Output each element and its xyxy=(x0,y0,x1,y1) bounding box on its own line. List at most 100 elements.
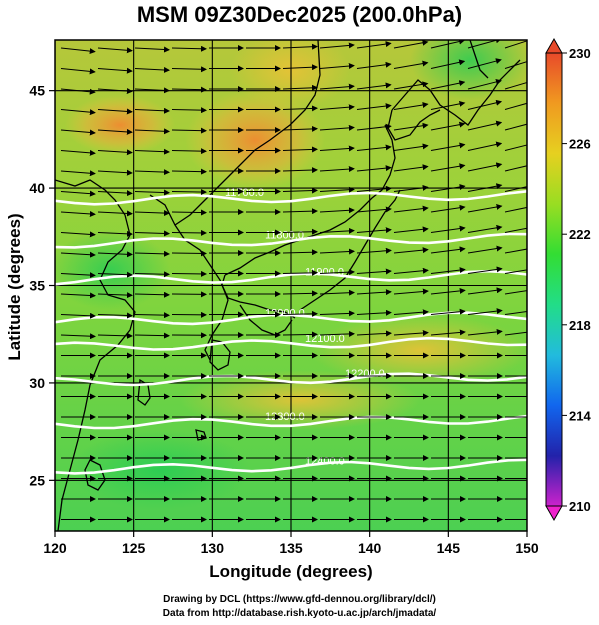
x-tick-label: 130 xyxy=(201,540,225,556)
wind-arrow xyxy=(97,47,133,54)
contour-line xyxy=(55,458,527,475)
credits: Drawing by DCL (https://www.gfd-dennou.o… xyxy=(0,593,599,621)
wind-arrow xyxy=(356,330,392,337)
wind-arrow xyxy=(282,187,318,194)
wind-arrow xyxy=(356,41,392,49)
wind-arrow xyxy=(467,245,503,254)
wind-arrow xyxy=(171,66,207,73)
colorbar-tick-label: 226 xyxy=(569,137,591,152)
coastlines xyxy=(55,40,521,531)
contour-label: 11800.0 xyxy=(265,230,304,242)
wind-arrow xyxy=(467,58,502,69)
wind-arrow xyxy=(393,205,429,213)
wind-arrow xyxy=(356,123,392,131)
wind-arrow xyxy=(504,82,527,90)
wind-arrow xyxy=(504,123,527,131)
contour-label: 12000.0 xyxy=(265,308,305,320)
wind-arrow xyxy=(171,168,207,175)
wind-arrow xyxy=(430,80,466,90)
wind-arrow xyxy=(282,228,318,235)
wind-arrow xyxy=(504,102,527,110)
wind-arrow xyxy=(97,149,133,156)
wind-arrow xyxy=(393,247,429,254)
wind-arrow xyxy=(97,169,133,176)
wind-arrow xyxy=(60,129,96,136)
wind-arrow xyxy=(134,332,170,339)
wind-arrow xyxy=(393,122,429,131)
wind-arrow xyxy=(356,144,392,151)
wind-arrow xyxy=(467,99,503,110)
wind-arrow xyxy=(134,250,170,257)
wind-arrow xyxy=(171,250,207,257)
wind-arrow xyxy=(319,145,355,152)
colorbar: 210 214 218 222 226 230 xyxy=(545,37,591,522)
wind-arrow xyxy=(97,271,133,278)
wind-arrow xyxy=(467,266,503,274)
wind-arrow xyxy=(319,42,355,49)
wind-arrow xyxy=(393,288,429,295)
contour-line xyxy=(55,372,527,387)
wind-arrow xyxy=(504,331,527,336)
wind-arrow xyxy=(430,267,466,274)
wind-arrow xyxy=(60,312,96,319)
wind-arrow xyxy=(393,184,429,192)
wind-arrow xyxy=(171,45,207,52)
wind-arrow xyxy=(393,143,429,151)
wind-arrow xyxy=(60,190,96,197)
wind-arrow xyxy=(504,206,527,213)
wind-arrow xyxy=(171,229,207,236)
wind-arrow xyxy=(467,204,503,213)
wind-arrow xyxy=(430,225,466,233)
wind-arrow xyxy=(356,309,392,316)
wind-arrow xyxy=(430,246,466,254)
wind-arrow xyxy=(60,333,96,340)
wind-arrow xyxy=(60,292,96,299)
x-axis-label: Longitude (degrees) xyxy=(209,562,372,581)
wind-arrow xyxy=(282,43,318,50)
wind-arrow xyxy=(134,189,170,196)
wind-arrow xyxy=(171,148,207,155)
wind-arrow xyxy=(430,142,466,151)
wind-arrow xyxy=(393,267,429,274)
y-tick-label: 25 xyxy=(29,472,45,488)
wind-arrow xyxy=(97,230,133,237)
contour-line xyxy=(55,414,527,430)
x-tick-label: 140 xyxy=(358,540,382,556)
contour-line xyxy=(55,269,527,286)
wind-arrow xyxy=(504,248,527,254)
map-title: MSM 09Z30Dec2025 (200.0hPa) xyxy=(136,2,463,27)
wind-arrow xyxy=(282,146,318,153)
wind-arrow xyxy=(356,185,392,192)
wind-arrow xyxy=(134,107,170,114)
wind-arrow xyxy=(504,269,527,274)
wind-arrow xyxy=(134,271,170,278)
wind-arrow xyxy=(282,249,318,256)
wind-arrow xyxy=(356,103,392,110)
wind-arrow xyxy=(134,46,170,53)
wind-arrow xyxy=(467,79,502,90)
y-tick-label: 35 xyxy=(29,278,45,294)
y-tick-label: 40 xyxy=(29,180,45,196)
wind-arrow xyxy=(504,310,527,315)
wind-arrow xyxy=(393,40,429,49)
wind-arrow xyxy=(134,312,170,319)
wind-arrow xyxy=(319,124,355,131)
colorbar-tick-label: 214 xyxy=(569,408,591,423)
wind-arrow xyxy=(430,287,466,295)
wind-arrow xyxy=(393,81,429,90)
wind-arrow xyxy=(393,226,429,233)
wind-arrow xyxy=(171,107,207,114)
contour-line xyxy=(55,190,527,206)
wind-arrow xyxy=(60,272,96,279)
wind-arrow xyxy=(319,83,355,90)
latitude-ticks: 25 30 35 40 45 xyxy=(29,83,55,488)
wind-arrow xyxy=(356,82,392,90)
wind-arrow xyxy=(319,289,355,296)
wind-arrow xyxy=(467,141,503,151)
wind-arrow xyxy=(97,312,133,319)
credit-drawing: Drawing by DCL (https://www.gfd-dennou.o… xyxy=(163,594,436,605)
credit-data: Data from http://database.rish.kyoto-u.a… xyxy=(162,608,437,619)
contour-label: 12200.0 xyxy=(345,368,385,380)
wind-arrow xyxy=(393,309,429,316)
wind-arrow xyxy=(60,68,96,75)
